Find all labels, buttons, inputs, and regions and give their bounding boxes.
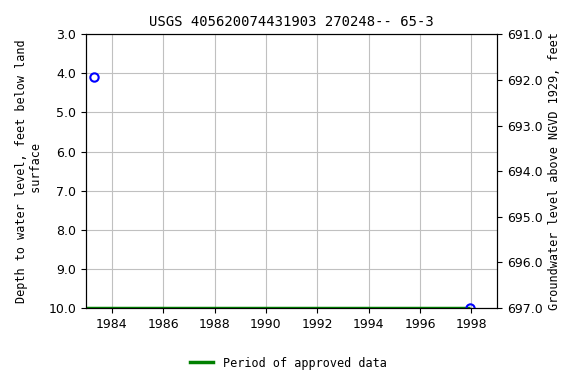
Y-axis label: Depth to water level, feet below land
 surface: Depth to water level, feet below land su…: [15, 39, 43, 303]
Legend: Period of approved data: Period of approved data: [185, 352, 391, 374]
Title: USGS 405620074431903 270248-- 65-3: USGS 405620074431903 270248-- 65-3: [149, 15, 434, 29]
Y-axis label: Groundwater level above NGVD 1929, feet: Groundwater level above NGVD 1929, feet: [548, 32, 561, 310]
